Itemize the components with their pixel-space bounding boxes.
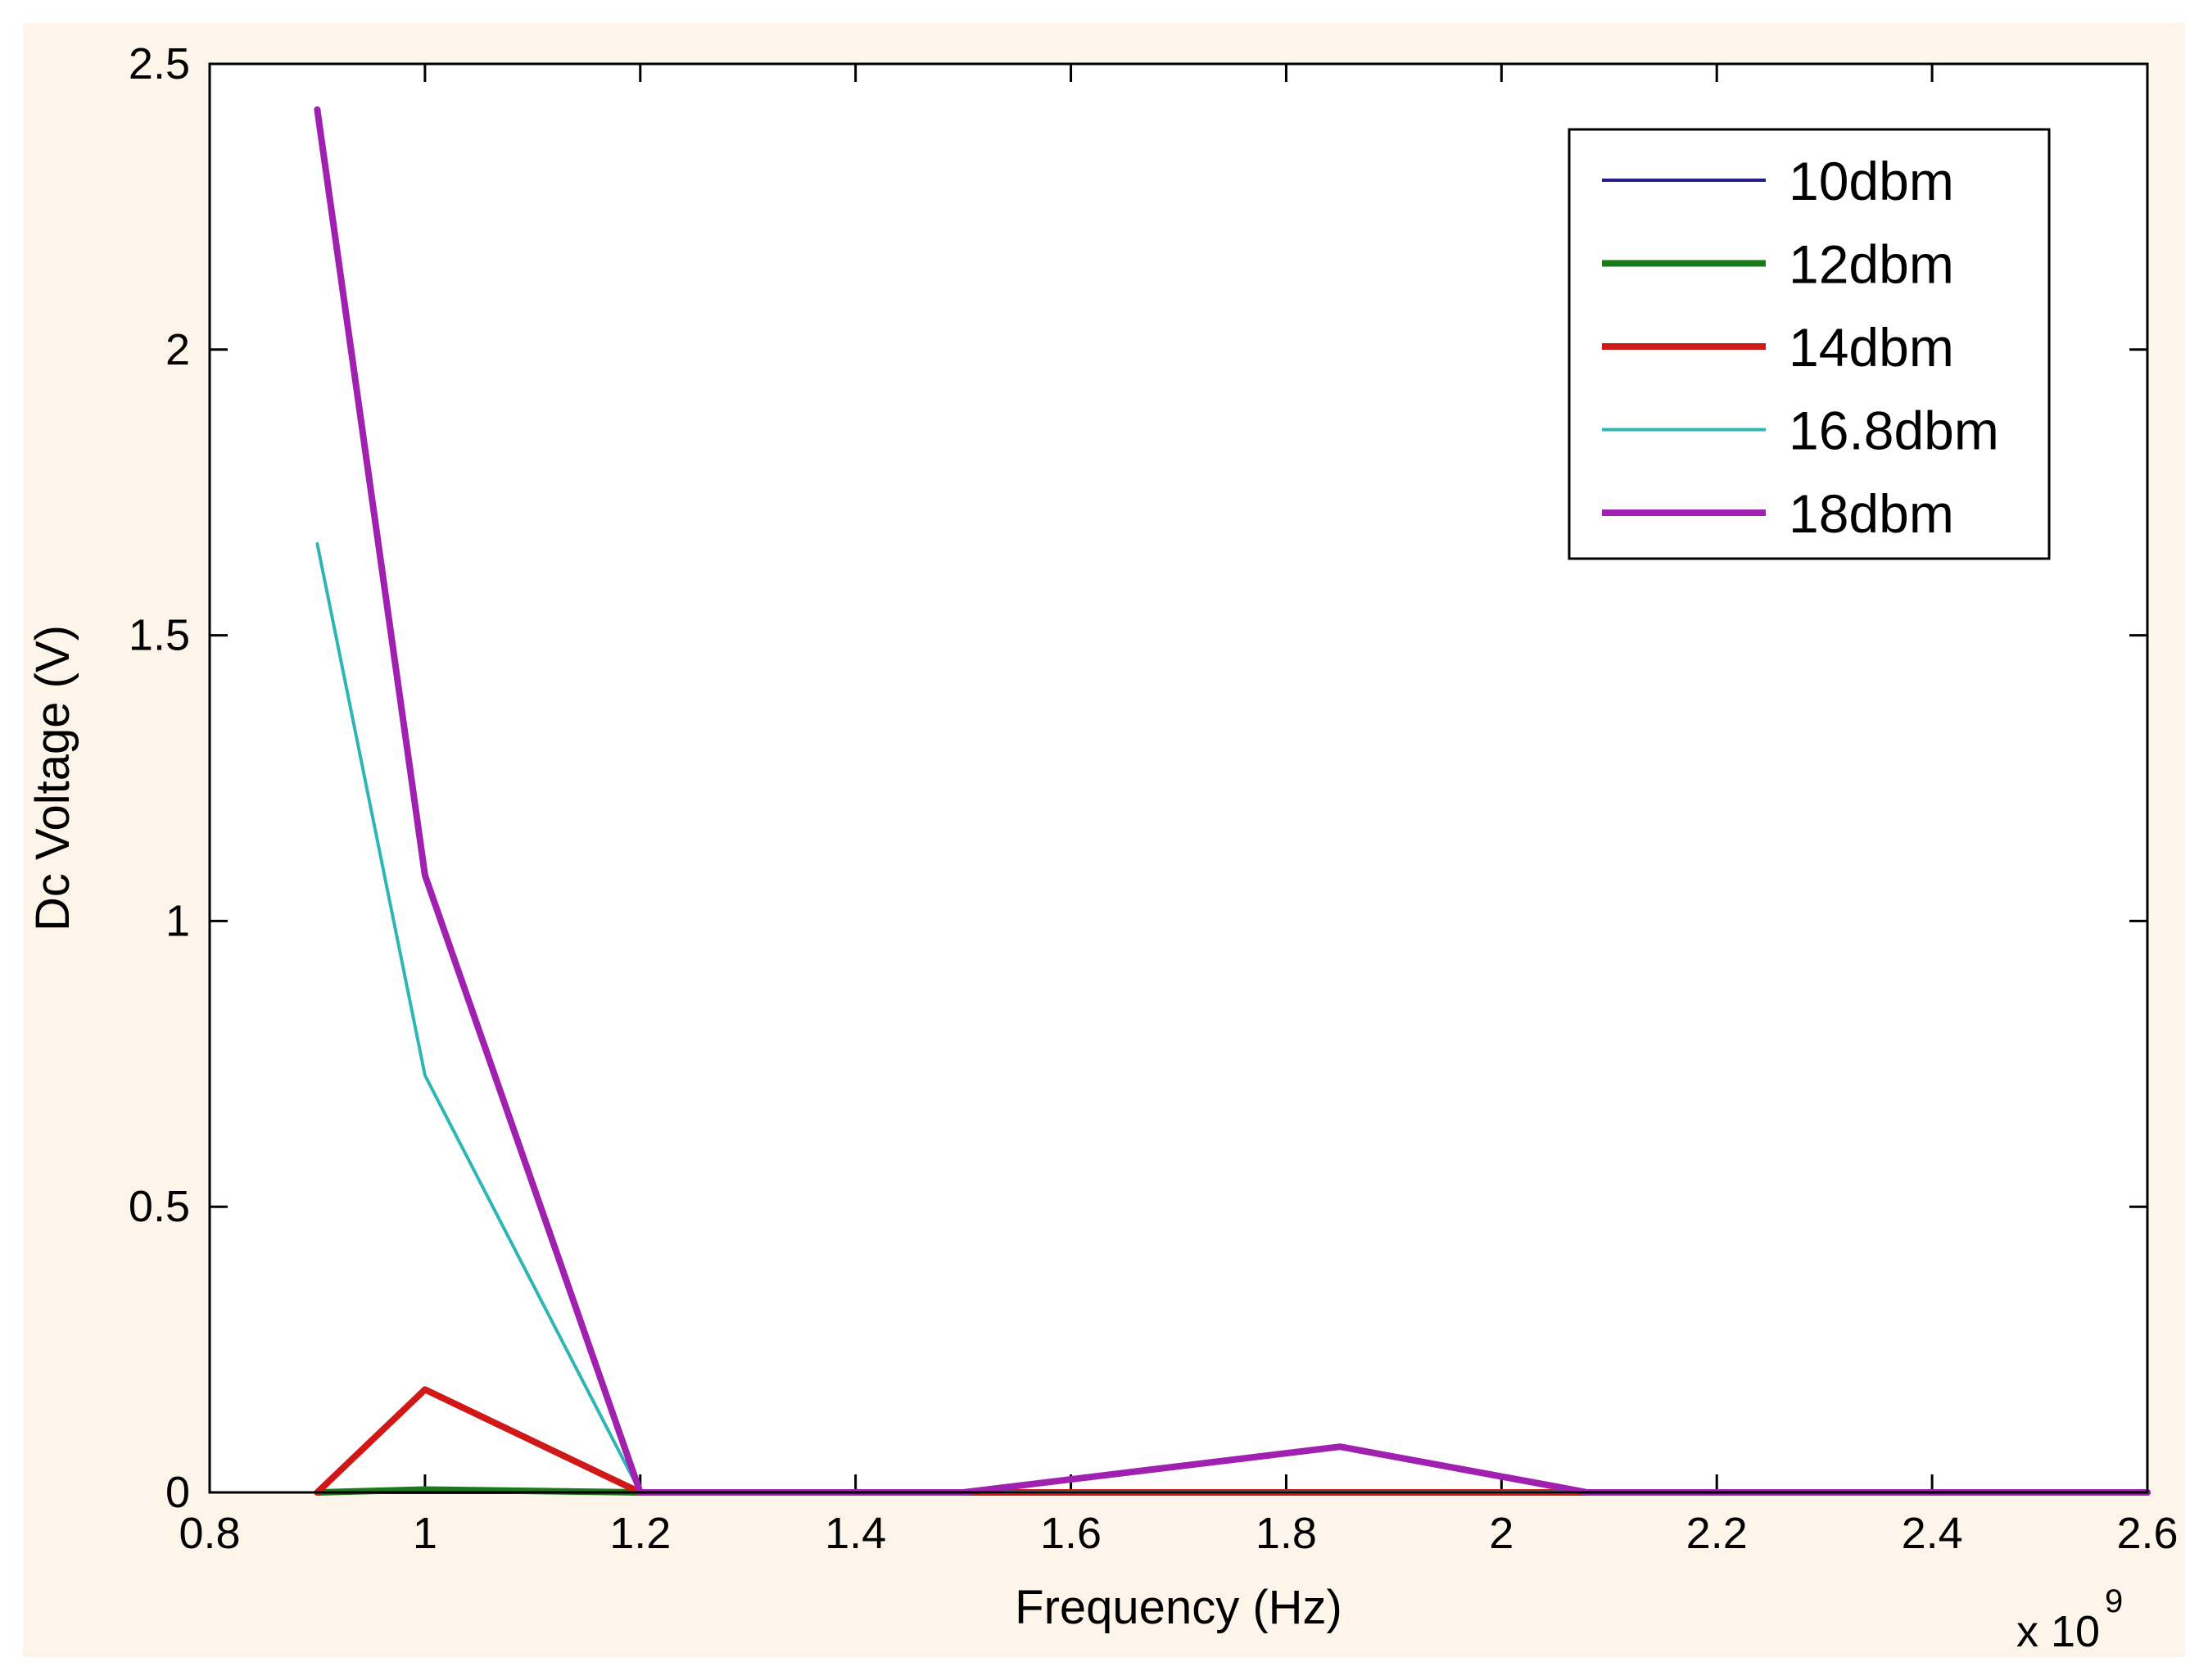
x-tick-label: 1.4	[825, 1509, 886, 1558]
legend: 10dbm 12dbm 14dbm 16.8dbm 18dbm	[1568, 128, 2051, 560]
x-axis-title: Frequency (Hz)	[1015, 1581, 1342, 1634]
x-exponent-power: 9	[2105, 1583, 2123, 1619]
y-tick-label: 1.5	[129, 611, 190, 660]
plot-frame	[208, 62, 2149, 1494]
legend-label: 18dbm	[1789, 483, 1954, 544]
legend-label: 16.8dbm	[1789, 401, 1999, 461]
x-tick-label: 2.6	[2116, 1509, 2178, 1558]
x-tick-label: 0.8	[179, 1509, 240, 1558]
y-tick-label: 0	[165, 1468, 190, 1517]
x-tick-label: 1.6	[1040, 1509, 1102, 1558]
x-exponent-base: x 10	[2016, 1607, 2100, 1656]
x-tick-label: 2	[1489, 1509, 1513, 1558]
legend-label: 14dbm	[1789, 317, 1954, 378]
legend-label: 12dbm	[1789, 234, 1954, 295]
tick-labels: 0.8 1 1.2 1.4 1.6 1.8 2 2.2 2.4 2.6 0 0.5 1 1.5 2 2.5	[129, 39, 2179, 1558]
y-tick-label: 1	[165, 896, 190, 945]
y-tick-label: 2	[165, 325, 190, 374]
y-tick-label: 2.5	[129, 39, 190, 88]
x-exponent-label: x 10 9	[2016, 1583, 2123, 1656]
x-tick-label: 2.4	[1902, 1509, 1963, 1558]
x-tick-label: 1.2	[609, 1509, 671, 1558]
y-axis-title: Dc Voltage (V)	[26, 625, 79, 931]
x-tick-label: 1	[413, 1509, 437, 1558]
x-tick-label: 1.8	[1256, 1509, 1317, 1558]
y-tick-label: 0.5	[129, 1182, 190, 1231]
legend-label: 10dbm	[1789, 151, 1954, 211]
x-tick-label: 2.2	[1686, 1509, 1748, 1558]
